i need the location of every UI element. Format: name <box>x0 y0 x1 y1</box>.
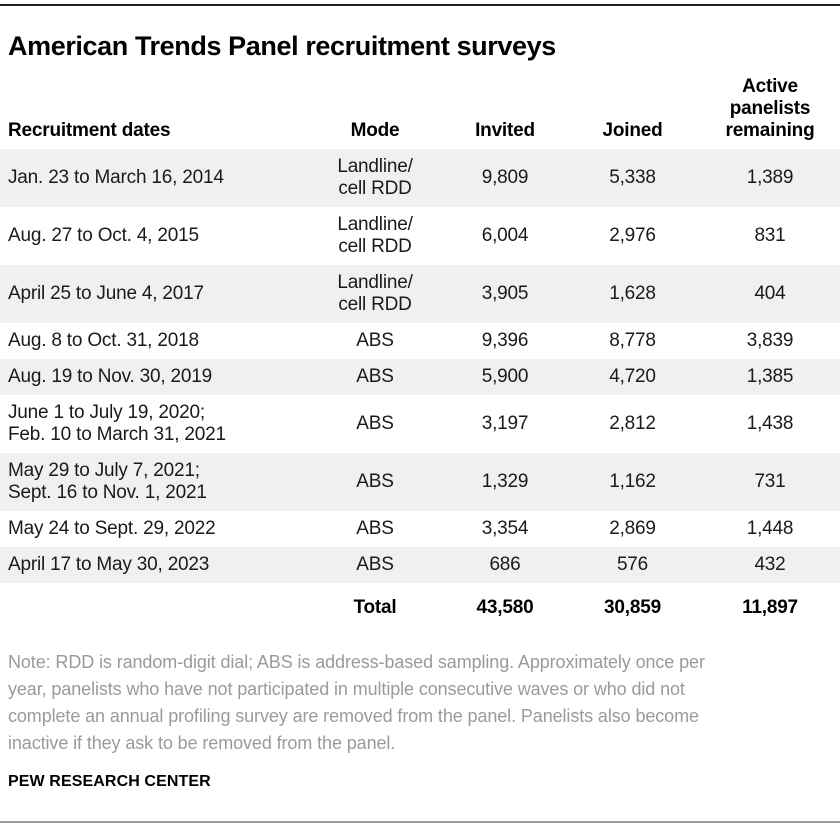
mode-cell: Landline/ cell RDD <box>337 214 413 257</box>
table-header: Recruitment dates Mode Invited Joined Ac… <box>0 76 840 149</box>
column-header-invited: Invited <box>475 120 535 141</box>
recruitment-dates-cell: May 24 to Sept. 29, 2022 <box>8 518 216 539</box>
joined-cell: 4,720 <box>565 359 700 395</box>
total-label-cell: Total <box>353 597 397 618</box>
invited-cell: 3,905 <box>445 265 565 323</box>
joined-cell: 1,162 <box>565 453 700 511</box>
mode-cell: ABS <box>356 518 394 539</box>
total-joined-cell: 30,859 <box>604 597 661 618</box>
total-row: Total 43,580 30,859 11,897 <box>0 583 840 629</box>
source-label: PEW RESEARCH CENTER <box>8 773 211 790</box>
active-panelists-cell: 432 <box>700 547 840 583</box>
table-row: Aug. 27 to Oct. 4, 2015 Landline/ cell R… <box>0 207 840 265</box>
total-invited-cell: 43,580 <box>476 597 534 618</box>
recruitment-dates-cell: Aug. 8 to Oct. 31, 2018 <box>8 330 199 351</box>
mode-cell: ABS <box>356 330 394 351</box>
column-header-recruitment-dates: Recruitment dates <box>8 120 171 141</box>
mode-cell: ABS <box>356 413 394 434</box>
recruitment-dates-cell: June 1 to July 19, 2020; Feb. 10 to Marc… <box>8 402 226 445</box>
joined-cell: 2,869 <box>609 518 656 539</box>
active-panelists-cell: 1,438 <box>746 413 794 434</box>
recruitment-dates-cell: Jan. 23 to March 16, 2014 <box>0 149 305 207</box>
table-row: June 1 to July 19, 2020; Feb. 10 to Marc… <box>0 395 840 453</box>
active-panelists-cell: 831 <box>754 225 786 246</box>
active-panelists-cell: 404 <box>700 265 840 323</box>
note-text: Note: RDD is random-digit dial; ABS is a… <box>8 652 705 753</box>
mode-cell: ABS <box>305 547 445 583</box>
table-footer: Total 43,580 30,859 11,897 <box>0 583 840 629</box>
invited-cell: 6,004 <box>481 225 529 246</box>
invited-cell: 3,197 <box>481 413 529 434</box>
column-header-active-panelists: Active panelists remaining <box>725 76 815 141</box>
recruitment-dates-cell: April 17 to May 30, 2023 <box>0 547 305 583</box>
invited-cell: 686 <box>445 547 565 583</box>
table-row: May 24 to Sept. 29, 2022 ABS 3,354 2,869… <box>0 511 840 547</box>
active-panelists-cell: 1,389 <box>700 149 840 207</box>
invited-cell: 1,329 <box>445 453 565 511</box>
table-row: May 29 to July 7, 2021; Sept. 16 to Nov.… <box>0 453 840 511</box>
table-row: April 17 to May 30, 2023 ABS 686 576 432 <box>0 547 840 583</box>
table-body: Jan. 23 to March 16, 2014 Landline/ cell… <box>0 149 840 583</box>
mode-cell: Landline/ cell RDD <box>305 265 445 323</box>
table-row: Aug. 8 to Oct. 31, 2018 ABS 9,396 8,778 … <box>0 323 840 359</box>
recruitment-dates-cell: April 25 to June 4, 2017 <box>0 265 305 323</box>
table-row: Jan. 23 to March 16, 2014 Landline/ cell… <box>0 149 840 207</box>
joined-cell: 1,628 <box>565 265 700 323</box>
invited-cell: 3,354 <box>481 518 529 539</box>
mode-cell: ABS <box>305 359 445 395</box>
top-divider <box>0 4 840 6</box>
column-header-joined: Joined <box>602 120 663 141</box>
active-panelists-cell: 731 <box>700 453 840 511</box>
joined-cell: 2,812 <box>609 413 656 434</box>
recruitment-table: Recruitment dates Mode Invited Joined Ac… <box>0 76 840 629</box>
total-active-cell: 11,897 <box>742 597 798 618</box>
joined-cell: 5,338 <box>565 149 700 207</box>
bottom-divider <box>0 821 840 823</box>
table-row: Aug. 19 to Nov. 30, 2019 ABS 5,900 4,720… <box>0 359 840 395</box>
page-title: American Trends Panel recruitment survey… <box>8 31 556 61</box>
active-panelists-cell: 1,385 <box>700 359 840 395</box>
invited-cell: 9,396 <box>481 330 529 351</box>
total-empty-cell <box>0 583 305 629</box>
mode-cell: ABS <box>305 453 445 511</box>
joined-cell: 8,778 <box>609 330 656 351</box>
invited-cell: 5,900 <box>445 359 565 395</box>
mode-cell: Landline/ cell RDD <box>305 149 445 207</box>
recruitment-dates-cell: Aug. 27 to Oct. 4, 2015 <box>8 225 199 246</box>
header-row: Recruitment dates Mode Invited Joined Ac… <box>0 76 840 149</box>
recruitment-dates-cell: May 29 to July 7, 2021; Sept. 16 to Nov.… <box>0 453 305 511</box>
active-panelists-cell: 3,839 <box>746 330 794 351</box>
joined-cell: 576 <box>565 547 700 583</box>
table-row: April 25 to June 4, 2017 Landline/ cell … <box>0 265 840 323</box>
column-header-mode: Mode <box>350 120 400 141</box>
joined-cell: 2,976 <box>609 225 656 246</box>
infographic: American Trends Panel recruitment survey… <box>0 31 840 790</box>
recruitment-dates-cell: Aug. 19 to Nov. 30, 2019 <box>0 359 305 395</box>
active-panelists-cell: 1,448 <box>746 518 794 539</box>
invited-cell: 9,809 <box>445 149 565 207</box>
